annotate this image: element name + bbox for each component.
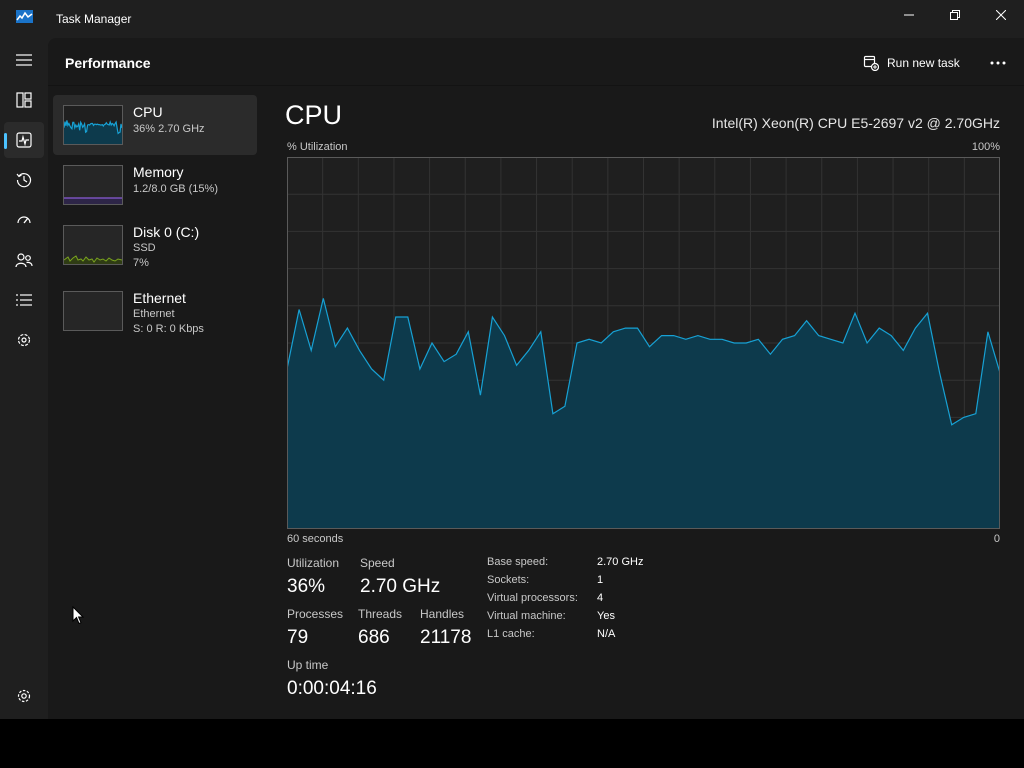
processes-value: 79 (287, 627, 309, 648)
device-detail: SSD (133, 242, 156, 254)
restore-button[interactable] (932, 0, 978, 30)
handles-value: 21178 (420, 627, 472, 648)
cpu-utilization-graph (287, 157, 1000, 529)
minimize-button[interactable] (886, 0, 932, 30)
threads-value: 686 (358, 627, 390, 648)
ethernet-thumbnail (63, 291, 123, 331)
device-ethernet[interactable]: Ethernet Ethernet S: 0 R: 0 Kbps (53, 281, 257, 341)
speed-label: Speed (360, 556, 395, 570)
virtual-processors-key: Virtual processors: (487, 592, 578, 604)
graph-time-end-label: 0 (993, 533, 1000, 545)
cpu-thumbnail (63, 105, 123, 145)
task-manager-window: Task Manager (0, 0, 1024, 719)
nav-processes[interactable] (4, 82, 44, 118)
nav-services[interactable] (4, 322, 44, 358)
app-history-icon (16, 173, 32, 188)
device-detail-2: 7% (133, 257, 149, 269)
virtual-processors-value: 4 (597, 592, 604, 604)
utilization-value: 36% (287, 576, 326, 597)
uptime-value: 0:00:04:16 (287, 678, 377, 699)
device-name: CPU (133, 104, 163, 120)
graph-time-span-label: 60 seconds (287, 533, 344, 545)
device-detail-2: S: 0 R: 0 Kbps (133, 323, 204, 335)
threads-label: Threads (358, 607, 403, 621)
device-detail: 1.2/8.0 GB (15%) (133, 183, 218, 195)
startup-apps-icon (17, 216, 31, 224)
graph-border (287, 157, 1000, 529)
nav-app-history[interactable] (4, 162, 44, 198)
disk-mini-graph (64, 255, 122, 264)
memory-mini-graph (64, 197, 122, 204)
device-detail: Ethernet (133, 308, 175, 320)
users-icon (15, 253, 33, 268)
nav-settings[interactable] (4, 678, 44, 714)
navigation-rail (0, 38, 48, 719)
l1-cache-value: N/A (597, 628, 616, 640)
minimize-icon (904, 14, 914, 16)
mouse-cursor-icon (72, 606, 84, 625)
nav-performance[interactable] (4, 122, 44, 158)
cpu-usage-line (287, 298, 1000, 426)
device-detail: 36% 2.70 GHz (133, 123, 205, 135)
l1-cache-key: L1 cache: (487, 628, 535, 640)
base-speed-value: 2.70 GHz (597, 556, 644, 568)
run-new-task-label: Run new task (887, 56, 960, 70)
virtual-machine-key: Virtual machine: (487, 610, 566, 622)
nav-users[interactable] (4, 242, 44, 278)
memory-thumbnail (63, 165, 123, 205)
more-options-button[interactable] (983, 50, 1013, 76)
services-icon (17, 333, 31, 347)
device-name: Ethernet (133, 290, 186, 306)
speed-value: 2.70 GHz (360, 576, 441, 597)
content-pane: Performance Run new task CPU 36% 2.70 GH… (48, 38, 1024, 719)
processes-label: Processes (287, 607, 344, 621)
device-disk[interactable]: Disk 0 (C:) SSD 7% (53, 215, 257, 275)
close-icon (996, 10, 1006, 20)
utilization-label: Utilization (287, 556, 340, 570)
disk-thumbnail (63, 225, 123, 265)
uptime-label: Up time (287, 658, 329, 672)
nav-details[interactable] (4, 282, 44, 318)
details-icon (16, 294, 32, 306)
detail-heading: CPU (285, 100, 343, 130)
run-new-task-button[interactable]: Run new task (858, 50, 968, 76)
page-title: Performance (65, 55, 151, 71)
handles-label: Handles (420, 607, 465, 621)
sockets-value: 1 (597, 574, 604, 586)
cpu-usage-area (287, 298, 1000, 529)
virtual-machine-value: Yes (597, 610, 615, 622)
graph-label: % Utilization (287, 141, 348, 153)
nav-startup-apps[interactable] (4, 202, 44, 238)
cpu-mini-graph (64, 106, 122, 144)
cpu-model-name: Intel(R) Xeon(R) CPU E5-2697 v2 @ 2.70GH… (711, 115, 1000, 131)
run-task-icon (863, 55, 879, 71)
performance-icon (16, 132, 32, 148)
more-icon (990, 61, 1006, 65)
page-header: Performance Run new task (48, 38, 1024, 86)
graph-max-label: 100% (971, 141, 1000, 153)
sockets-key: Sockets: (487, 574, 530, 586)
base-speed-key: Base speed: (487, 556, 549, 568)
title-bar[interactable]: Task Manager (0, 0, 1024, 38)
cpu-usage-line (64, 120, 122, 135)
hamburger-icon (16, 54, 32, 66)
window-title: Task Manager (56, 12, 132, 26)
device-memory[interactable]: Memory 1.2/8.0 GB (15%) (53, 155, 257, 215)
device-cpu[interactable]: CPU 36% 2.70 GHz (53, 95, 257, 155)
device-name: Disk 0 (C:) (133, 224, 200, 240)
settings-icon (17, 689, 31, 703)
restore-icon (950, 10, 960, 20)
task-manager-app-icon (16, 10, 33, 23)
processes-icon (16, 92, 32, 108)
close-button[interactable] (978, 0, 1024, 30)
device-name: Memory (133, 164, 184, 180)
nav-menu-button[interactable] (4, 42, 44, 78)
